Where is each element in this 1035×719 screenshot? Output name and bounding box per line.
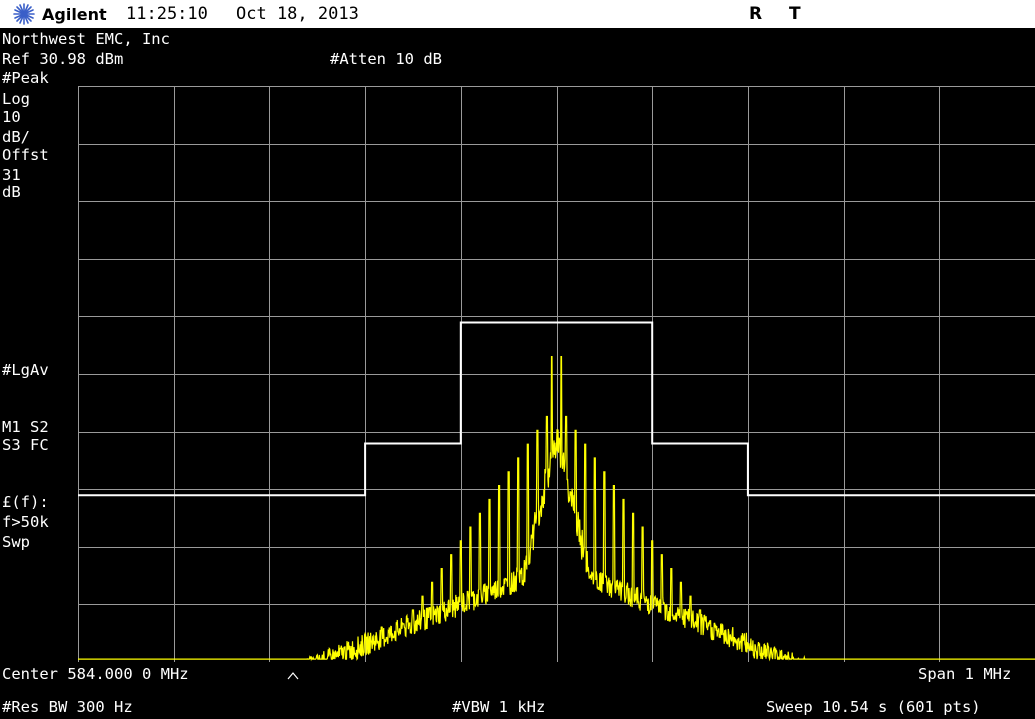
function-condition-label: f>50k xyxy=(2,513,49,531)
remote-indicator: R xyxy=(749,4,763,24)
spectrum-trace xyxy=(78,356,1035,662)
detector-label: #Peak xyxy=(2,69,49,87)
center-marker-icon xyxy=(287,672,299,680)
company-label: Northwest EMC, Inc xyxy=(2,30,170,48)
limit-mask-line xyxy=(78,321,1035,497)
trace-mode-label-1: M1 S2 xyxy=(2,418,49,436)
spectrum-plot xyxy=(78,86,1035,662)
offset-value-label: 31 xyxy=(2,166,21,184)
function-sweep-label: Swp xyxy=(2,533,30,551)
span-label: Span 1 MHz xyxy=(918,665,1012,683)
attenuation-label: #Atten 10 dB xyxy=(330,50,442,68)
spectrum-plot-svg xyxy=(78,86,1035,662)
average-type-label: #LgAv xyxy=(2,361,49,379)
clock-date: Oct 18, 2013 xyxy=(236,4,359,24)
clock-time: 11:25:10 xyxy=(126,4,208,24)
center-frequency-label: Center 584.000 0 MHz xyxy=(2,665,189,683)
scale-value-label: 10 xyxy=(2,108,21,126)
trigger-indicator: T xyxy=(789,4,801,24)
brand-name: Agilent xyxy=(42,5,107,24)
ref-level-label: Ref 30.98 dBm xyxy=(2,50,124,68)
video-bandwidth-label: #VBW 1 kHz xyxy=(452,698,546,716)
trace-mode-label-2: S3 FC xyxy=(2,436,49,454)
title-bar: Agilent 11:25:10 Oct 18, 2013 R T xyxy=(0,0,1035,28)
scale-unit-label: dB/ xyxy=(2,128,30,146)
offset-label: Offst xyxy=(2,146,49,164)
sweep-time-label: Sweep 10.54 s (601 pts) xyxy=(766,698,981,716)
resolution-bandwidth-label: #Res BW 300 Hz xyxy=(2,698,133,716)
function-label: £(f): xyxy=(2,493,49,511)
agilent-logo-icon xyxy=(13,3,35,25)
offset-unit-label: dB xyxy=(2,183,21,201)
scale-type-label: Log xyxy=(2,90,30,108)
